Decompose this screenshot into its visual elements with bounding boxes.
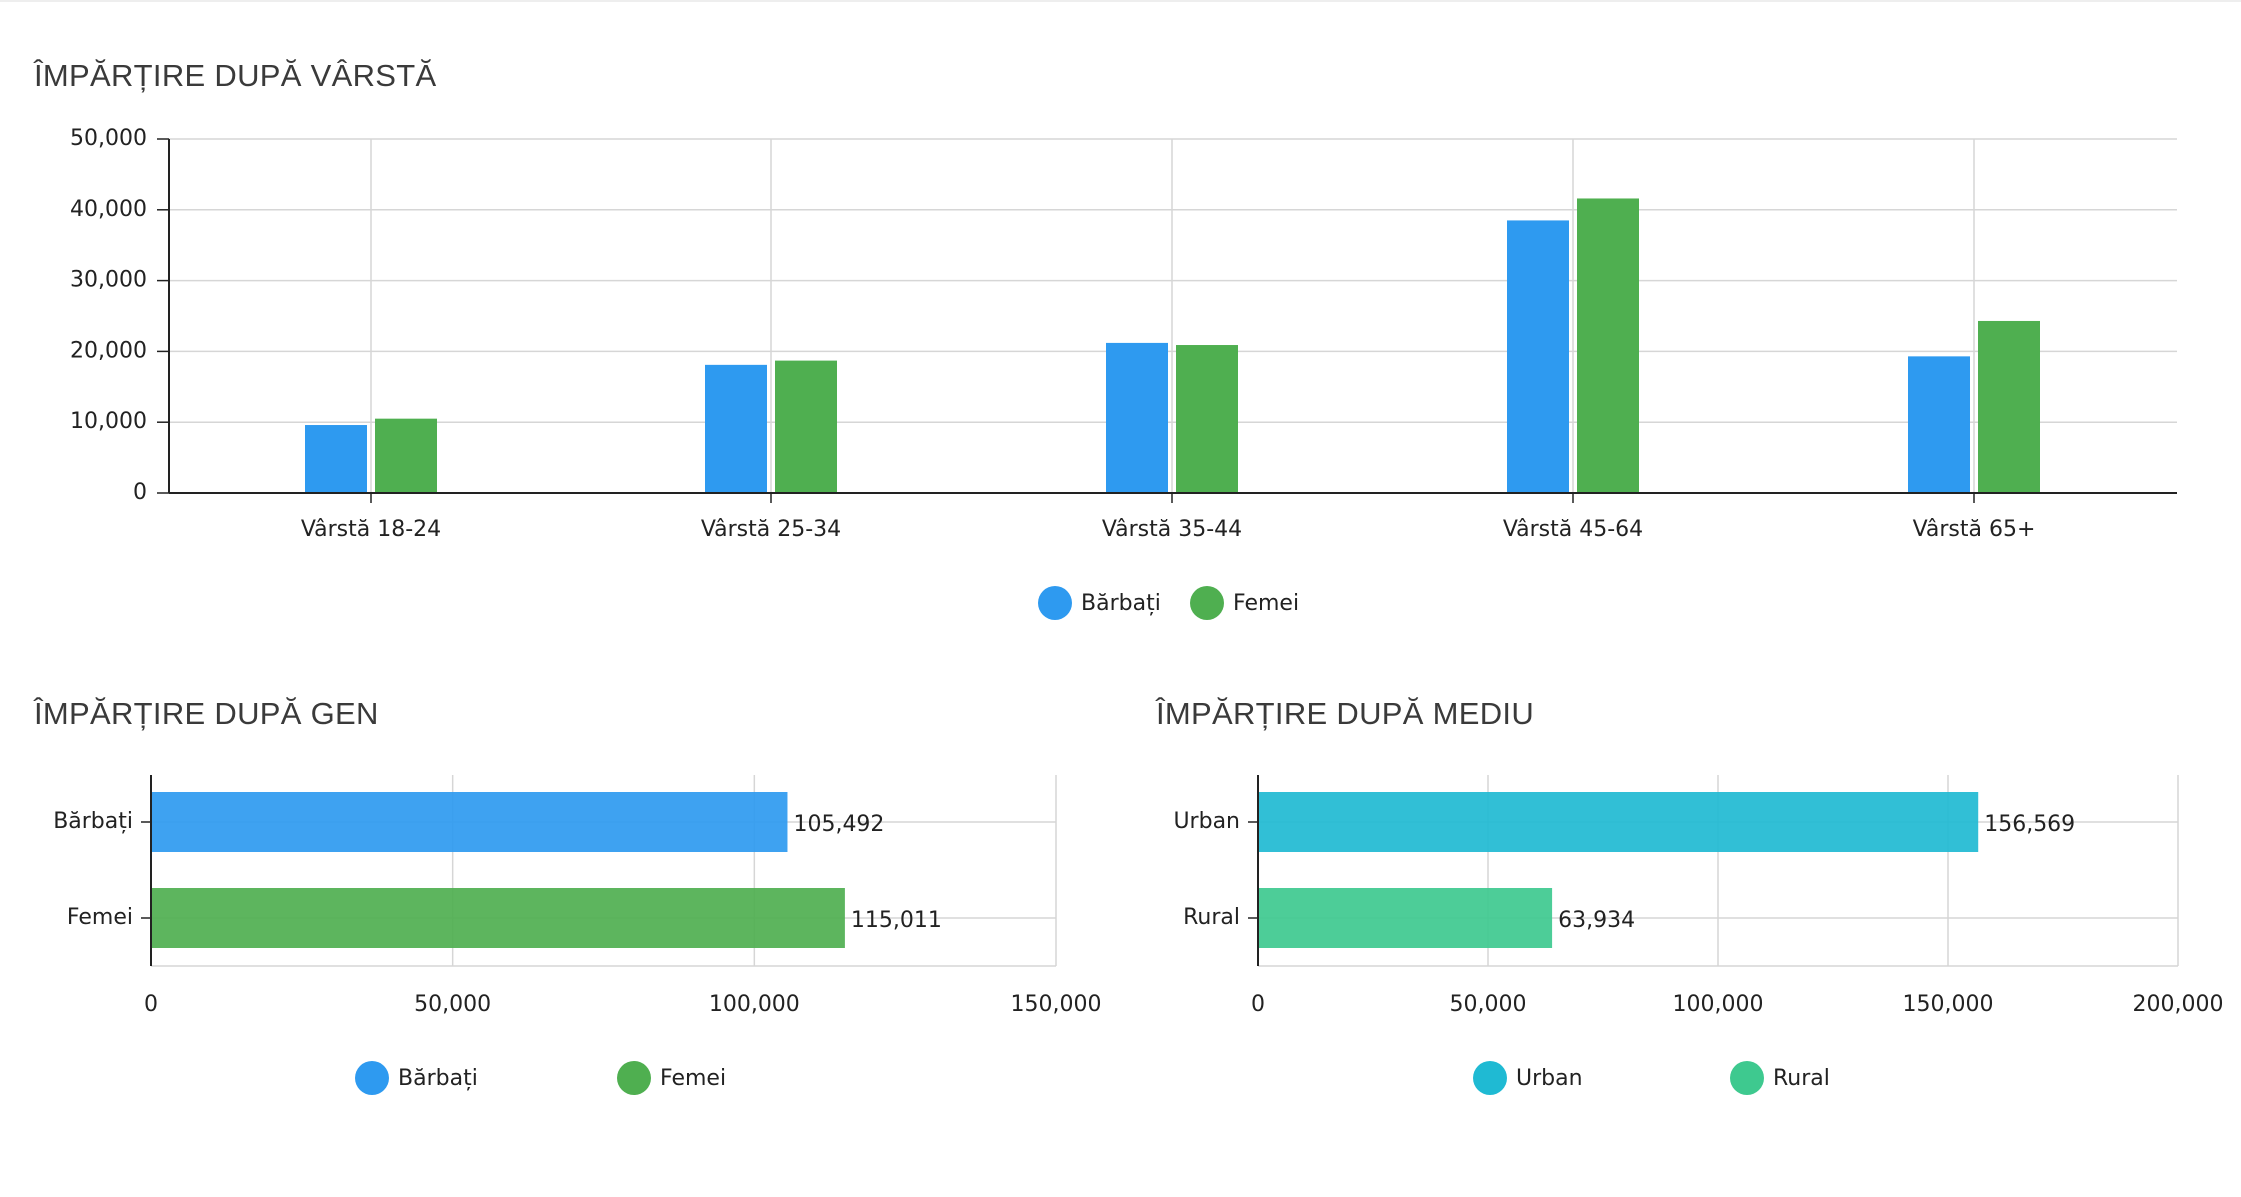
gender-x-tick-label: 0	[144, 992, 158, 1017]
environment-legend-label: Urban	[1516, 1066, 1583, 1091]
age-bar-femei	[1978, 320, 2040, 493]
environment-y-tick-label: Rural	[1183, 905, 1240, 930]
gender-chart-title: ÎMPĂRȚIRE DUPĂ GEN	[34, 696, 379, 731]
age-x-tick-label: Vârstă 65+	[1913, 517, 2036, 542]
environment-legend-label: Rural	[1773, 1066, 1830, 1091]
gender-x-tick-label: 100,000	[709, 992, 800, 1017]
gender-data-label: 105,492	[793, 812, 884, 837]
age-legend-label: Bărbați	[1081, 591, 1161, 616]
gender-y-tick-label: Femei	[67, 905, 133, 930]
environment-x-tick-label: 100,000	[1673, 992, 1764, 1017]
age-y-tick-label: 10,000	[70, 409, 147, 434]
age-y-tick-label: 20,000	[70, 338, 147, 363]
environment-x-tick-label: 200,000	[2133, 992, 2224, 1017]
gender-data-label: 115,011	[851, 908, 942, 933]
age-y-tick-label: 40,000	[70, 197, 147, 222]
gender-legend-marker	[617, 1061, 651, 1095]
age-bar-barbati	[1908, 356, 1970, 493]
environment-legend-marker	[1473, 1061, 1507, 1095]
gender-bar-brbai	[151, 792, 788, 852]
gender-legend-marker	[355, 1061, 389, 1095]
environment-data-label: 156,569	[1984, 812, 2075, 837]
age-x-tick-label: Vârstă 18-24	[301, 517, 441, 542]
age-x-tick-label: Vârstă 25-34	[701, 517, 841, 542]
age-x-tick-label: Vârstă 45-64	[1503, 517, 1643, 542]
environment-legend-marker	[1730, 1061, 1764, 1095]
top-divider	[0, 0, 2241, 2]
age-bar-femei	[1577, 198, 1639, 494]
environment-x-tick-label: 150,000	[1903, 992, 1994, 1017]
age-y-tick-label: 0	[133, 480, 147, 505]
gender-legend-label: Bărbați	[398, 1066, 478, 1091]
age-bar-barbati	[305, 425, 367, 493]
age-legend-label: Femei	[1233, 591, 1299, 616]
environment-chart-title: ÎMPĂRȚIRE DUPĂ MEDIU	[1156, 696, 1535, 731]
gender-legend-label: Femei	[660, 1066, 726, 1091]
environment-data-label: 63,934	[1558, 908, 1635, 933]
environment-x-tick-label: 0	[1251, 992, 1265, 1017]
environment-x-tick-label: 50,000	[1450, 992, 1527, 1017]
age-y-tick-label: 30,000	[70, 268, 147, 293]
age-bar-femei	[775, 360, 837, 493]
age-bar-barbati	[1106, 342, 1168, 493]
age-legend-marker	[1038, 586, 1072, 620]
gender-y-tick-label: Bărbați	[53, 809, 133, 834]
environment-bar-urban	[1258, 792, 1979, 852]
age-chart-title: ÎMPĂRȚIRE DUPĂ VÂRSTĂ	[34, 58, 437, 93]
age-bar-femei	[375, 418, 437, 493]
gender-x-tick-label: 150,000	[1011, 992, 1102, 1017]
gender-bar-femei	[151, 888, 845, 948]
age-bar-barbati	[705, 364, 767, 493]
age-bar-femei	[1176, 345, 1238, 493]
age-legend-marker	[1190, 586, 1224, 620]
age-bar-barbati	[1507, 220, 1569, 494]
age-x-tick-label: Vârstă 35-44	[1102, 517, 1242, 542]
environment-bar-rural	[1258, 888, 1553, 948]
environment-y-tick-label: Urban	[1173, 809, 1240, 834]
age-y-tick-label: 50,000	[70, 126, 147, 151]
gender-x-tick-label: 50,000	[414, 992, 491, 1017]
